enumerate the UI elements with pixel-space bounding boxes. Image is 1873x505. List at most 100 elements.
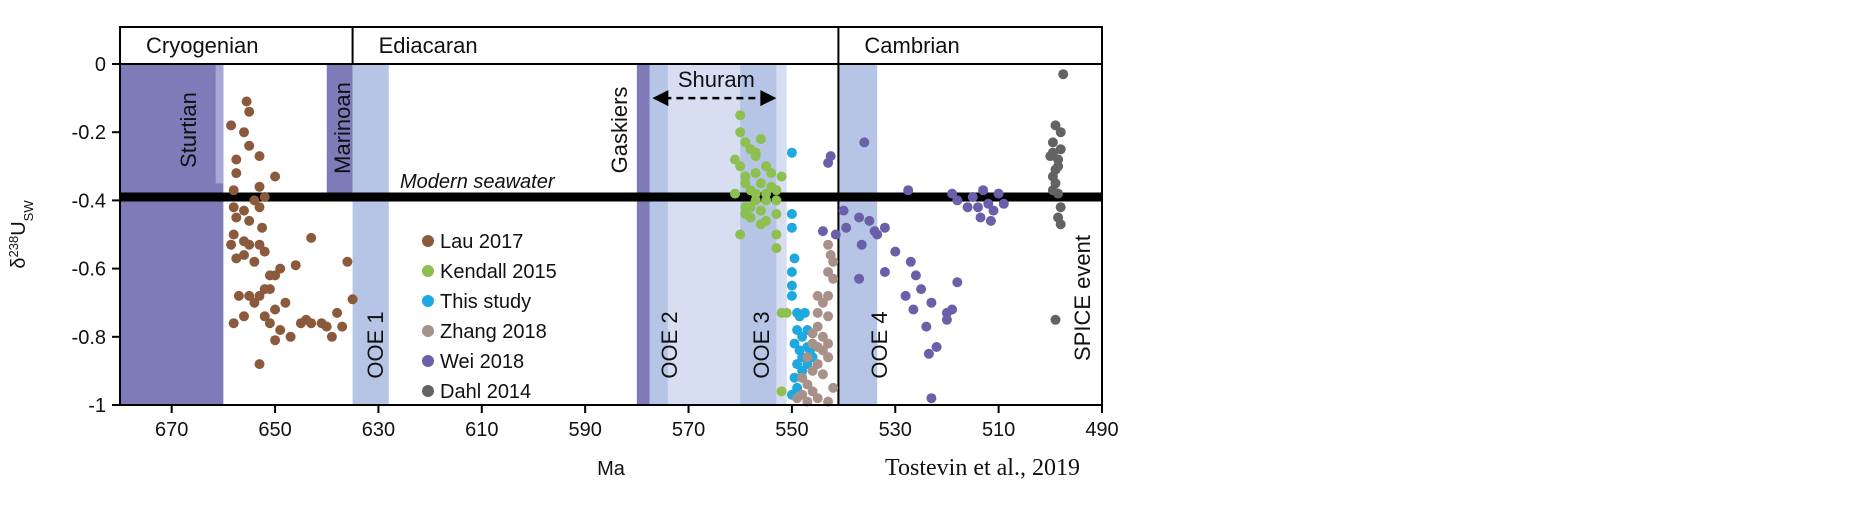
- data-point: [802, 379, 813, 390]
- data-point: [771, 195, 782, 206]
- interval-band-ooe-3: [740, 64, 777, 405]
- data-point: [231, 154, 242, 165]
- y-axis: 0 -0.2 -0.4 -0.6 -0.8 -1: [72, 54, 120, 417]
- data-point: [926, 393, 937, 404]
- data-point: [792, 393, 803, 404]
- interval-label-ooe-1: OOE 1: [363, 311, 388, 378]
- spice-event-label: SPICE event: [1070, 235, 1095, 361]
- data-point: [254, 181, 265, 192]
- y-axis-label: δ238USW: [6, 200, 36, 269]
- data-point: [781, 307, 792, 318]
- data-point: [1055, 127, 1066, 138]
- data-point: [239, 250, 249, 260]
- interval-label-sturtian: Sturtian: [176, 92, 201, 168]
- data-point: [254, 202, 265, 213]
- period-bar-frame: [119, 26, 1103, 65]
- x-tick-label: 550: [775, 419, 808, 441]
- data-point: [295, 318, 306, 329]
- data-point: [864, 215, 875, 226]
- data-point: [823, 352, 834, 363]
- data-point: [838, 205, 849, 216]
- data-point: [812, 359, 823, 370]
- data-point: [244, 290, 255, 301]
- interval-band-sturtian: [215, 64, 224, 184]
- data-point: [750, 188, 761, 199]
- data-point: [332, 307, 343, 318]
- data-point: [231, 253, 242, 264]
- data-point: [998, 198, 1009, 209]
- data-point: [290, 260, 301, 271]
- legend: Lau 2017 Kendall 2015 This study Zhang 2018…: [422, 231, 557, 403]
- shuram-arrow-left-head: [652, 90, 669, 107]
- data-point: [244, 140, 255, 151]
- data-point: [1047, 185, 1058, 196]
- data-point: [226, 120, 237, 131]
- data-points: [226, 69, 1069, 407]
- legend-item-dahl-2014: Dahl 2014: [422, 381, 531, 403]
- data-point: [740, 137, 751, 148]
- interval-label-ooe-3: OOE 3: [749, 311, 774, 378]
- y-tick-label: -0.6: [72, 259, 106, 281]
- data-point: [916, 284, 927, 295]
- legend-label: Kendall 2015: [440, 261, 557, 283]
- data-point: [347, 294, 358, 305]
- data-point: [807, 328, 818, 339]
- data-point: [962, 202, 973, 213]
- y-tick-label: 0: [95, 54, 106, 76]
- series-kendall-2015: [730, 110, 792, 397]
- period-label-cambrian: Cambrian: [864, 33, 959, 58]
- data-point: [776, 386, 787, 397]
- legend-item-wei-2018: Wei 2018: [422, 351, 524, 373]
- legend-marker: [422, 385, 434, 397]
- data-point: [817, 226, 828, 237]
- data-point: [771, 243, 782, 254]
- x-tick-label: 570: [672, 419, 705, 441]
- data-point: [879, 222, 890, 233]
- shuram-arrow-right-head: [760, 90, 777, 107]
- data-point: [233, 290, 244, 301]
- data-point: [792, 382, 803, 393]
- data-point: [807, 365, 818, 376]
- data-point: [1055, 144, 1066, 155]
- data-point: [807, 386, 818, 397]
- series-lau-2017: [226, 96, 358, 370]
- svg-text:δ238USW: δ238USW: [6, 200, 36, 269]
- data-point: [239, 127, 249, 138]
- interval-band-ooe-4: [838, 64, 878, 405]
- data-point: [337, 321, 348, 332]
- series-this-study: [786, 147, 818, 400]
- data-point: [244, 215, 255, 226]
- data-point: [239, 311, 249, 322]
- data-point: [890, 246, 901, 257]
- legend-marker: [422, 355, 434, 367]
- data-point: [823, 157, 834, 168]
- data-point: [1045, 151, 1056, 162]
- legend-marker: [422, 325, 434, 337]
- interval-label-marinoan: Marinoan: [330, 82, 355, 174]
- data-point: [812, 307, 823, 318]
- data-point: [244, 239, 255, 250]
- data-point: [1047, 137, 1058, 148]
- data-point: [823, 267, 834, 277]
- data-point: [766, 168, 777, 179]
- legend-marker: [422, 235, 434, 247]
- legend-item-kendall-2015: Kendall 2015: [422, 261, 557, 283]
- period-bar: Cryogenian Ediacaran Cambrian: [119, 26, 1103, 65]
- data-point: [923, 348, 934, 359]
- data-point: [931, 342, 942, 352]
- data-point: [792, 325, 803, 335]
- data-point: [244, 106, 255, 117]
- data-point: [771, 185, 782, 196]
- interval-labels: Sturtian Marinoan OOE 1 Gaskiers OOE 2 OOE 3 O…: [176, 82, 892, 378]
- data-point: [740, 178, 751, 189]
- data-point: [905, 256, 916, 267]
- data-point: [817, 331, 828, 342]
- data-point: [231, 168, 242, 179]
- data-point: [249, 297, 260, 308]
- data-point: [799, 307, 810, 318]
- data-point: [755, 178, 766, 189]
- data-point: [761, 161, 772, 172]
- data-point: [947, 188, 958, 199]
- x-tick-label: 590: [568, 419, 601, 441]
- data-point: [259, 311, 270, 322]
